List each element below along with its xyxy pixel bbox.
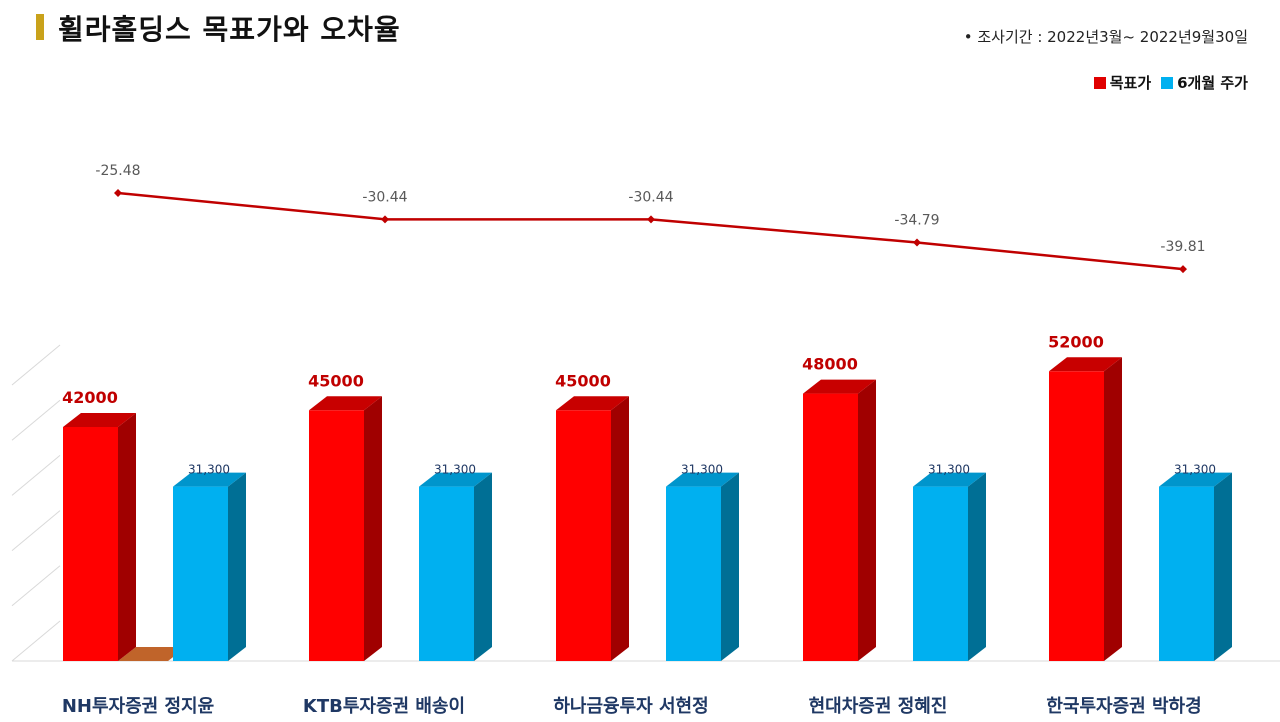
bar-target-price	[556, 410, 611, 661]
bar-target-price	[63, 427, 118, 661]
error-rate-marker	[913, 238, 921, 247]
bar-target-price-top	[803, 379, 876, 394]
floor-segment	[118, 647, 186, 661]
data-label-6month-price: 31,300	[188, 463, 230, 477]
bar-target-price-top	[309, 396, 382, 411]
bar-6month-price-top	[913, 472, 986, 487]
category-label: NH투자증권 정지윤	[62, 696, 214, 717]
bar-target-price-side	[858, 379, 876, 661]
bar-target-price	[309, 410, 364, 661]
bar-target-price-top	[556, 396, 629, 411]
bar-6month-price-side	[721, 472, 739, 661]
bar-target-price-side	[118, 413, 136, 661]
error-rate-marker	[1179, 265, 1187, 274]
legend-item-price: 6개월 주가	[1161, 72, 1248, 93]
bar-6month-price	[173, 486, 228, 661]
bar-6month-price-top	[666, 472, 739, 487]
bar-6month-price	[419, 486, 474, 661]
category-label: 하나금융투자 서현정	[553, 696, 708, 717]
data-label-target-price: 52000	[1048, 332, 1104, 351]
data-label-target-price: 48000	[802, 355, 858, 374]
grid-line-diagonal	[11, 565, 61, 607]
data-label-target-price: 45000	[555, 371, 611, 390]
grid-line-diagonal	[11, 455, 61, 496]
grid-line-diagonal	[11, 620, 61, 662]
error-rate-label: -34.79	[894, 212, 939, 228]
bar-target-price	[1049, 371, 1104, 661]
data-label-6month-price: 31,300	[681, 463, 723, 477]
data-label-target-price: 45000	[308, 371, 364, 390]
bar-6month-price	[666, 486, 721, 661]
bar-6month-price-top	[1159, 472, 1232, 487]
grid-line-diagonal	[11, 399, 61, 441]
error-rate-label: -39.81	[1160, 239, 1205, 255]
bar-6month-price-top	[419, 472, 492, 487]
category-label: 현대차증권 정혜진	[809, 696, 948, 717]
bar-target-price-side	[611, 396, 629, 661]
bar-6month-price-top	[173, 472, 246, 487]
category-label: 한국투자증권 박하경	[1046, 696, 1201, 717]
bar-6month-price-side	[1214, 472, 1232, 661]
bar-target-price-side	[1104, 357, 1122, 661]
error-rate-label: -25.48	[95, 163, 140, 179]
bar-6month-price	[913, 486, 968, 661]
data-label-6month-price: 31,300	[928, 463, 970, 477]
legend-item-target: 목표가	[1093, 72, 1152, 93]
grid-line-diagonal	[11, 510, 61, 551]
chart-title: 휠라홀딩스 목표가와 오차율	[58, 13, 401, 46]
bar-6month-price-side	[968, 472, 986, 661]
legend-label-price: 6개월 주가	[1177, 74, 1248, 92]
data-label-target-price: 42000	[62, 388, 118, 407]
legend-label-target: 목표가	[1109, 74, 1152, 92]
legend: 목표가 6개월 주가	[1093, 72, 1248, 93]
data-label-6month-price: 31,300	[1174, 463, 1216, 477]
legend-swatch-target	[1093, 76, 1106, 89]
title-accent-bar	[36, 14, 44, 40]
bar-target-price	[803, 393, 858, 661]
bar-6month-price-side	[228, 472, 246, 661]
error-rate-marker	[381, 215, 389, 224]
category-label: KTB투자증권 배송이	[303, 696, 465, 717]
bar-target-price-side	[364, 396, 382, 661]
bar-6month-price	[1159, 486, 1214, 661]
bar-target-price-top	[63, 413, 136, 427]
data-label-6month-price: 31,300	[434, 463, 476, 477]
error-rate-label: -30.44	[628, 189, 673, 205]
legend-swatch-price	[1161, 76, 1174, 89]
survey-period: • 조사기간 : 2022년3월~ 2022년9월30일	[963, 28, 1248, 46]
error-rate-marker	[114, 189, 122, 197]
bar-6month-price-side	[474, 472, 492, 661]
error-rate-label: -30.44	[362, 189, 407, 205]
bar-target-price-top	[1049, 357, 1122, 372]
error-rate-marker	[647, 215, 655, 224]
grid-line-diagonal	[11, 344, 61, 386]
